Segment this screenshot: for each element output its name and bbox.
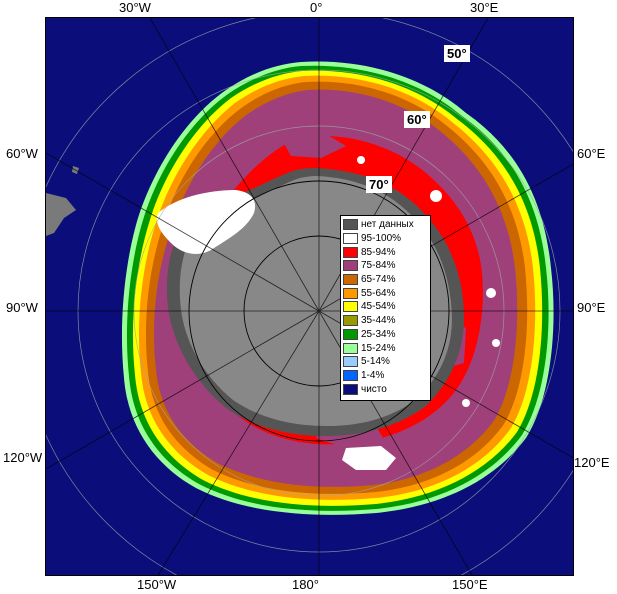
legend-swatch bbox=[343, 328, 358, 340]
legend-label: 85-94% bbox=[361, 246, 396, 258]
ice-95-ross bbox=[342, 446, 396, 470]
lon-label-90e-right: 90°E bbox=[577, 300, 606, 315]
legend-label: 45-54% bbox=[361, 301, 396, 313]
legend-label: 5-14% bbox=[361, 356, 390, 368]
legend: нет данных 95-100% 85-94% 75-84% 65-74% 55-64… bbox=[340, 215, 431, 401]
legend-item: 5-14% bbox=[343, 355, 428, 369]
legend-item: 95-100% bbox=[343, 232, 428, 246]
legend-swatch bbox=[343, 233, 358, 245]
legend-swatch bbox=[343, 315, 358, 327]
legend-label: 65-74% bbox=[361, 274, 396, 286]
map-frame: 50° 60° 70° bbox=[45, 17, 574, 576]
legend-item: чисто bbox=[343, 382, 428, 396]
ice-patch-75a bbox=[281, 128, 346, 158]
ice-95-spot1 bbox=[430, 190, 442, 202]
lon-label-120w-left: 120°W bbox=[3, 450, 43, 465]
legend-label: 55-64% bbox=[361, 287, 396, 299]
legend-item: 25-34% bbox=[343, 328, 428, 342]
legend-swatch bbox=[343, 369, 358, 381]
lon-label-180-bottom: 180° bbox=[292, 577, 319, 592]
legend-swatch bbox=[343, 301, 358, 313]
legend-item: 15-24% bbox=[343, 341, 428, 355]
ice-95-spot2 bbox=[486, 288, 496, 298]
lon-label-0-top: 0° bbox=[310, 0, 323, 15]
legend-item: 35-44% bbox=[343, 314, 428, 328]
legend-swatch bbox=[343, 342, 358, 354]
lon-label-60w-left: 60°W bbox=[6, 146, 38, 161]
legend-label: 25-34% bbox=[361, 328, 396, 340]
south-america-land bbox=[46, 193, 76, 236]
legend-label: чисто bbox=[361, 383, 387, 395]
ice-concentration-map bbox=[46, 18, 573, 575]
ice-95-weddell bbox=[156, 190, 256, 254]
lon-label-90w-left: 90°W bbox=[6, 300, 38, 315]
ice-95-spot4 bbox=[462, 399, 470, 407]
lon-label-120e-right: 120°E bbox=[574, 455, 610, 470]
legend-label: 35-44% bbox=[361, 315, 396, 327]
legend-swatch bbox=[343, 287, 358, 299]
legend-item: 55-64% bbox=[343, 286, 428, 300]
ice-95-spot3 bbox=[492, 339, 500, 347]
legend-label: 75-84% bbox=[361, 260, 396, 272]
legend-item: 1-4% bbox=[343, 369, 428, 383]
legend-item: 85-94% bbox=[343, 245, 428, 259]
legend-swatch bbox=[343, 246, 358, 258]
legend-item: нет данных bbox=[343, 218, 428, 232]
legend-swatch bbox=[343, 383, 358, 395]
latitude-label-70: 70° bbox=[366, 176, 392, 193]
legend-label: нет данных bbox=[361, 219, 414, 231]
lon-label-60e-right: 60°E bbox=[577, 146, 606, 161]
legend-swatch bbox=[343, 219, 358, 231]
lon-label-30e-top: 30°E bbox=[470, 0, 499, 15]
legend-swatch bbox=[343, 260, 358, 272]
legend-item: 75-84% bbox=[343, 259, 428, 273]
legend-swatch bbox=[343, 274, 358, 286]
lon-label-150w-bottom: 150°W bbox=[137, 577, 177, 592]
lon-label-150e-bottom: 150°E bbox=[452, 577, 488, 592]
lon-label-30w-top: 30°W bbox=[119, 0, 151, 15]
legend-label: 15-24% bbox=[361, 342, 396, 354]
legend-item: 65-74% bbox=[343, 273, 428, 287]
ice-95-spot5 bbox=[357, 156, 365, 164]
legend-item: 45-54% bbox=[343, 300, 428, 314]
latitude-label-60: 60° bbox=[404, 111, 430, 128]
legend-label: 95-100% bbox=[361, 233, 402, 245]
legend-label: 1-4% bbox=[361, 369, 385, 381]
legend-swatch bbox=[343, 356, 358, 368]
latitude-label-50: 50° bbox=[444, 45, 470, 62]
